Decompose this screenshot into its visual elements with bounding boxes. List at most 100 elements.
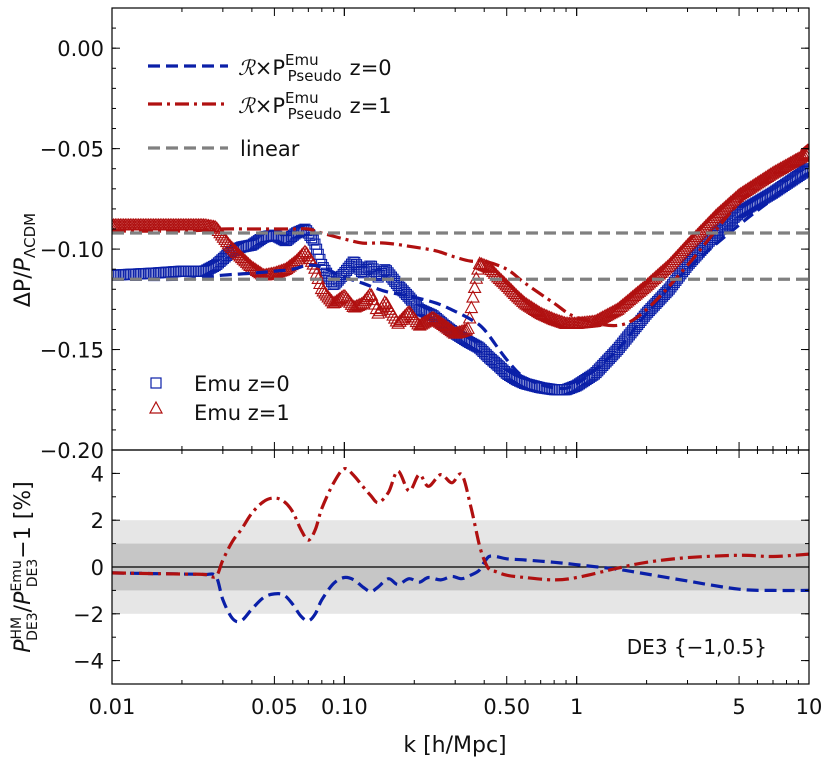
bottom-series-line-1 bbox=[112, 466, 809, 582]
emu-z1-point bbox=[234, 250, 249, 264]
emu-z1-point bbox=[351, 298, 366, 311]
top-series-line-1 bbox=[112, 143, 809, 328]
emu-z1-point bbox=[491, 269, 505, 283]
emu-z1-point bbox=[515, 294, 530, 307]
emu-z1-point bbox=[800, 146, 809, 160]
emu-z1-point bbox=[527, 302, 542, 315]
emu-z1-point bbox=[486, 264, 500, 277]
emu-z1-point bbox=[226, 242, 241, 255]
emu-z1-point bbox=[524, 300, 539, 313]
emu-z1-point bbox=[228, 243, 243, 257]
emu-z1-point bbox=[246, 261, 261, 274]
emu-z1-point bbox=[519, 296, 534, 310]
legend-label-linear: linear bbox=[240, 137, 300, 161]
bottom-y-tick-label: 4 bbox=[91, 462, 104, 486]
emu-z1-point bbox=[439, 319, 454, 333]
axis-ticks bbox=[111, 7, 810, 685]
emu-z1-point bbox=[522, 299, 537, 312]
legend-label-emu-z1: Emu z=1 bbox=[194, 401, 290, 425]
x-tick-label: 10 bbox=[796, 695, 823, 719]
top-y-tick-label: −0.10 bbox=[40, 238, 104, 262]
bottom-y-tick-label: −4 bbox=[73, 650, 104, 674]
emu-z1-point bbox=[512, 291, 527, 304]
emu-z1-point bbox=[313, 276, 327, 290]
emu-z1-point bbox=[243, 258, 257, 272]
bottom-panel-data bbox=[112, 466, 809, 624]
emu-z1-point bbox=[429, 312, 444, 326]
top-y-tick-label: −0.20 bbox=[40, 439, 104, 463]
legend-marker-emu-z0 bbox=[150, 377, 162, 389]
emu-z1-point bbox=[233, 248, 248, 262]
emu-z1-point bbox=[331, 292, 346, 306]
emu-z1-point bbox=[441, 320, 455, 334]
emu-z1-point bbox=[437, 318, 452, 332]
emu-z1-point bbox=[797, 148, 809, 161]
emu-z1-point bbox=[464, 300, 479, 314]
emu-z1-point bbox=[244, 259, 259, 273]
emu-z1-point bbox=[500, 279, 515, 293]
emu-z1-point bbox=[308, 261, 322, 274]
emu-z1-point bbox=[802, 145, 809, 159]
top-series-line-0 bbox=[112, 171, 809, 391]
emu-z1-point bbox=[482, 260, 497, 274]
x-tick-label: 5 bbox=[732, 695, 745, 719]
emu-z1-point bbox=[248, 262, 262, 275]
emu-z1-point bbox=[436, 317, 450, 330]
emu-z1-point bbox=[239, 255, 254, 268]
emu-z1-point bbox=[432, 315, 447, 328]
cosmology-annotation: DE3 {−1,0.5} bbox=[627, 635, 767, 659]
legend-label-emu-z0: Emu z=0 bbox=[194, 372, 290, 396]
bottom-y-tick-label: 2 bbox=[91, 509, 104, 533]
emu-z1-point bbox=[364, 288, 379, 301]
emu-z1-point bbox=[504, 282, 519, 296]
emu-z1-point bbox=[236, 252, 251, 265]
emu-z1-point bbox=[112, 217, 119, 231]
emu-z1-point bbox=[520, 297, 535, 311]
top-y-tick-label: −0.15 bbox=[40, 339, 104, 363]
emu-z1-point bbox=[479, 258, 494, 272]
x-tick-label: 0.01 bbox=[89, 695, 136, 719]
emu-z1-point bbox=[466, 289, 480, 303]
emu-z1-point bbox=[505, 284, 520, 298]
emu-z1-point bbox=[507, 286, 522, 299]
emu-z1-point bbox=[495, 274, 510, 288]
emu-z1-point bbox=[529, 303, 544, 317]
emu-z1-point bbox=[484, 262, 499, 276]
x-tick-label: 0.05 bbox=[251, 695, 298, 719]
legend-marker-emu-z1 bbox=[148, 400, 164, 414]
emu-z1-point bbox=[795, 149, 809, 162]
emu-z1-point bbox=[367, 296, 382, 310]
emu-z1-point bbox=[459, 322, 474, 336]
top-y-tick-label: −0.05 bbox=[40, 138, 104, 162]
emu-z1-point bbox=[426, 310, 440, 324]
emu-z1-point bbox=[467, 280, 482, 293]
emu-z1-point bbox=[231, 247, 246, 260]
emu-z1-point bbox=[659, 260, 673, 274]
emu-z1-point bbox=[366, 292, 381, 306]
svg-text:ΔP/PΛCDM: ΔP/PΛCDM bbox=[11, 213, 39, 307]
emu-z1-point bbox=[431, 313, 445, 327]
bottom-y-tick-label: −2 bbox=[73, 603, 104, 627]
svg-text:PHMDE3/PEmuDE3−1 [%]: PHMDE3/PEmuDE3−1 [%] bbox=[9, 481, 41, 653]
emu-z1-point bbox=[502, 281, 517, 294]
x-tick-label: 1 bbox=[570, 695, 583, 719]
emu-z1-point bbox=[509, 288, 524, 301]
emu-z1-point bbox=[223, 238, 238, 252]
emu-z1-point bbox=[657, 262, 672, 276]
bottom-series-line-0 bbox=[112, 554, 809, 624]
top-panel-data bbox=[112, 143, 809, 396]
emu-z1-point bbox=[294, 248, 309, 261]
emu-z1-point bbox=[442, 322, 457, 335]
x-tick-label: 0.50 bbox=[483, 695, 530, 719]
emu-z1-point bbox=[525, 301, 540, 314]
emu-z1-point bbox=[499, 277, 514, 291]
emu-z1-point bbox=[481, 259, 495, 273]
emu-z1-point bbox=[241, 256, 256, 270]
bottom-y-tick-label: 0 bbox=[91, 556, 104, 580]
emu-z0-point bbox=[803, 163, 809, 175]
emu-z1-point bbox=[229, 245, 244, 259]
emu-z1-point bbox=[427, 311, 442, 325]
emu-z0-point bbox=[307, 234, 319, 246]
x-axis-title: k [h/Mpc] bbox=[403, 733, 506, 758]
